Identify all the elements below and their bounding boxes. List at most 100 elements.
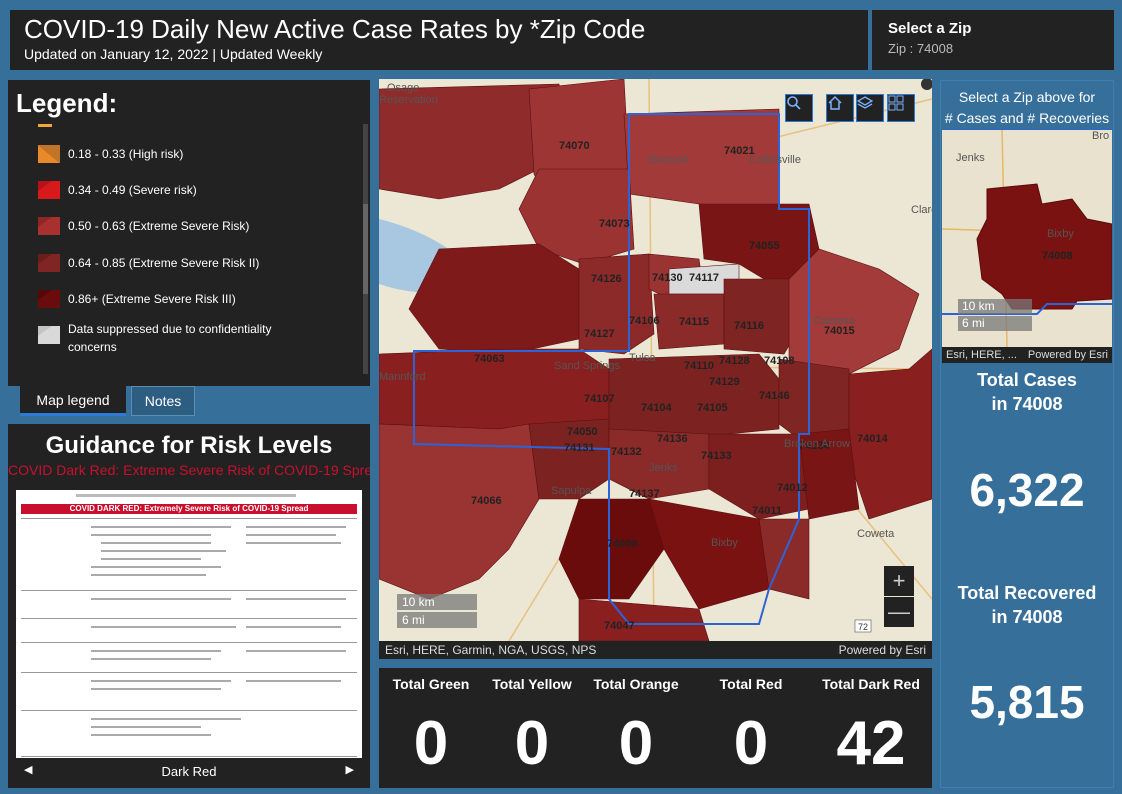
tab-map-legend[interactable]: Map legend <box>20 386 126 416</box>
legend-scrollbar[interactable] <box>363 124 368 374</box>
place-label: Coweta <box>857 528 895 540</box>
legend-panel: Legend: 0.18 - 0.33 (High risk) 0.34 - 0… <box>8 80 370 386</box>
dashboard-header: COVID-19 Daily New Active Case Rates by … <box>10 10 868 70</box>
zip-selector[interactable]: Select a Zip Zip : 74008 <box>872 10 1114 70</box>
chevron-left-icon[interactable]: ◀ <box>24 764 33 776</box>
place-label: Bixby <box>711 537 738 549</box>
zip-label: 74108 <box>764 355 795 367</box>
attribution-text: Esri, HERE, ... <box>946 349 1017 361</box>
total-label: Total Green <box>392 676 470 692</box>
scale-bar-mi: 6 mi <box>958 316 1032 331</box>
tab-notes[interactable]: Notes <box>131 386 195 416</box>
home-icon[interactable] <box>826 94 854 122</box>
guidance-subtitle: COVID Dark Red: Extreme Severe Risk of C… <box>8 462 370 478</box>
place-label: Bixby <box>1047 228 1074 240</box>
triangle-swatch-icon <box>38 145 60 163</box>
zip-label: 74132 <box>611 446 642 458</box>
zip-label: 74066 <box>471 495 502 507</box>
place-label: Bro <box>1092 130 1109 142</box>
total-label: Total Dark Red <box>822 676 920 692</box>
powered-by-esri[interactable]: Powered by Esri <box>1027 349 1108 361</box>
zoom-in-button[interactable]: + <box>884 566 914 596</box>
zip-label: 74107 <box>584 393 615 405</box>
legend-accent-bar <box>38 124 52 127</box>
search-icon[interactable] <box>785 94 813 122</box>
doc-row <box>21 590 357 591</box>
zip-label: 74008 <box>1042 250 1073 262</box>
place-label: Collinsville <box>749 154 801 166</box>
update-subtitle: Updated on January 12, 2022 | Updated We… <box>24 46 323 62</box>
risk-totals-panel: Total Green 0 Total Yellow 0 Total Orang… <box>379 668 932 788</box>
place-label: Broken Arrow <box>784 438 850 450</box>
total-value: 0 <box>618 709 654 778</box>
zip-label: 74110 <box>684 360 714 372</box>
guidance-carousel: ◀ Dark Red ▶ <box>16 758 362 784</box>
select-zip-hint: Select a Zip above for # Cases and # Reco… <box>944 89 1110 126</box>
zip-label: 74127 <box>584 328 615 340</box>
zip-label: 74012 <box>777 482 808 494</box>
legend-title: Legend: <box>16 88 118 118</box>
place-label: Tulsa <box>629 352 656 364</box>
place-label: Sand Springs <box>554 360 621 372</box>
total-label: Total Orange <box>593 676 679 692</box>
legend-item-extreme: 0.50 - 0.63 (Extreme Severe Risk) <box>38 214 249 238</box>
map-canvas[interactable]: 74070 74021 74073 74055 74126 74130 7411… <box>379 79 932 641</box>
square-swatch-icon <box>38 217 60 235</box>
guidance-document-image: COVID DARK RED: Extremely Severe Risk of… <box>16 490 362 758</box>
zip-choropleth-map[interactable]: 74070 74021 74073 74055 74126 74130 7411… <box>379 79 932 659</box>
chevron-right-icon[interactable]: ▶ <box>345 764 354 776</box>
total-cases-value: 6,322 <box>969 464 1085 516</box>
place-label: Claremore <box>911 204 932 216</box>
zip-label: 74146 <box>759 390 790 402</box>
total-cases-label: Total Cases in 74008 <box>977 370 1077 414</box>
square-swatch-icon <box>38 290 60 308</box>
doc-row <box>21 672 357 673</box>
mini-map-canvas[interactable]: Jenks Bixby Bro 74008 <box>942 129 1112 348</box>
total-value: 0 <box>514 709 550 778</box>
total-value: 42 <box>836 709 906 778</box>
doc-heading: COVID DARK RED: Extremely Severe Risk of… <box>21 504 357 514</box>
zip-details-panel: Select a Zip above for # Cases and # Reco… <box>940 80 1114 788</box>
basemap-gallery-icon[interactable] <box>887 94 915 122</box>
scale-bar-mi: 6 mi <box>397 612 477 628</box>
legend-item-high: 0.18 - 0.33 (High risk) <box>38 142 183 166</box>
doc-row <box>21 756 357 757</box>
doc-row <box>21 710 357 711</box>
place-label: Jenks <box>956 152 985 164</box>
scrollbar-thumb[interactable] <box>363 204 368 294</box>
zip-label: 74014 <box>857 433 888 445</box>
place-label: Skiatook <box>647 154 690 166</box>
zip-label: 74116 <box>734 320 764 332</box>
doc-row <box>21 642 357 643</box>
carousel-label: Dark Red <box>161 763 217 779</box>
zip-label: 74008 <box>607 538 638 550</box>
zoom-out-button[interactable]: — <box>884 597 914 627</box>
place-label: Osage <box>387 82 419 94</box>
total-recovered-value: 5,815 <box>969 676 1085 728</box>
place-label: Mannford <box>379 371 425 383</box>
legend-item-label: 0.86+ (Extreme Severe Risk III) <box>68 292 236 306</box>
guidance-panel: Guidance for Risk Levels COVID Dark Red:… <box>8 424 370 788</box>
total-label: Total Red <box>719 676 783 692</box>
road-badge: 72 <box>858 622 868 632</box>
layers-icon[interactable] <box>856 94 884 122</box>
zip-label: 74105 <box>697 402 728 414</box>
zip-label: 74117 <box>689 272 719 284</box>
zip-label: 74130 <box>652 272 683 284</box>
place-label: Jenks <box>649 462 678 474</box>
legend-item-label: 0.18 - 0.33 (High risk) <box>68 147 184 161</box>
zip-label: 74011 <box>752 505 782 517</box>
zip-detail-map[interactable]: Jenks Bixby Bro 74008 10 km 6 mi Esri, H… <box>942 129 1112 363</box>
zip-label: 74104 <box>641 402 672 414</box>
powered-by-esri[interactable]: Powered by Esri <box>838 643 926 657</box>
doc-row <box>21 618 357 619</box>
legend-item-extreme-2: 0.64 - 0.85 (Extreme Severe Risk II) <box>38 251 259 275</box>
place-label: Reservation <box>379 94 438 106</box>
zip-label: 74136 <box>657 433 688 445</box>
scale-bar-km: 10 km <box>397 594 477 610</box>
zip-label: 74063 <box>474 353 505 365</box>
zip-label: 74131 <box>564 442 595 454</box>
zip-label: 74115 <box>679 316 709 328</box>
legend-item-label: 0.64 - 0.85 (Extreme Severe Risk II) <box>68 256 260 270</box>
zip-selector-value[interactable]: Zip : 74008 <box>888 41 954 56</box>
